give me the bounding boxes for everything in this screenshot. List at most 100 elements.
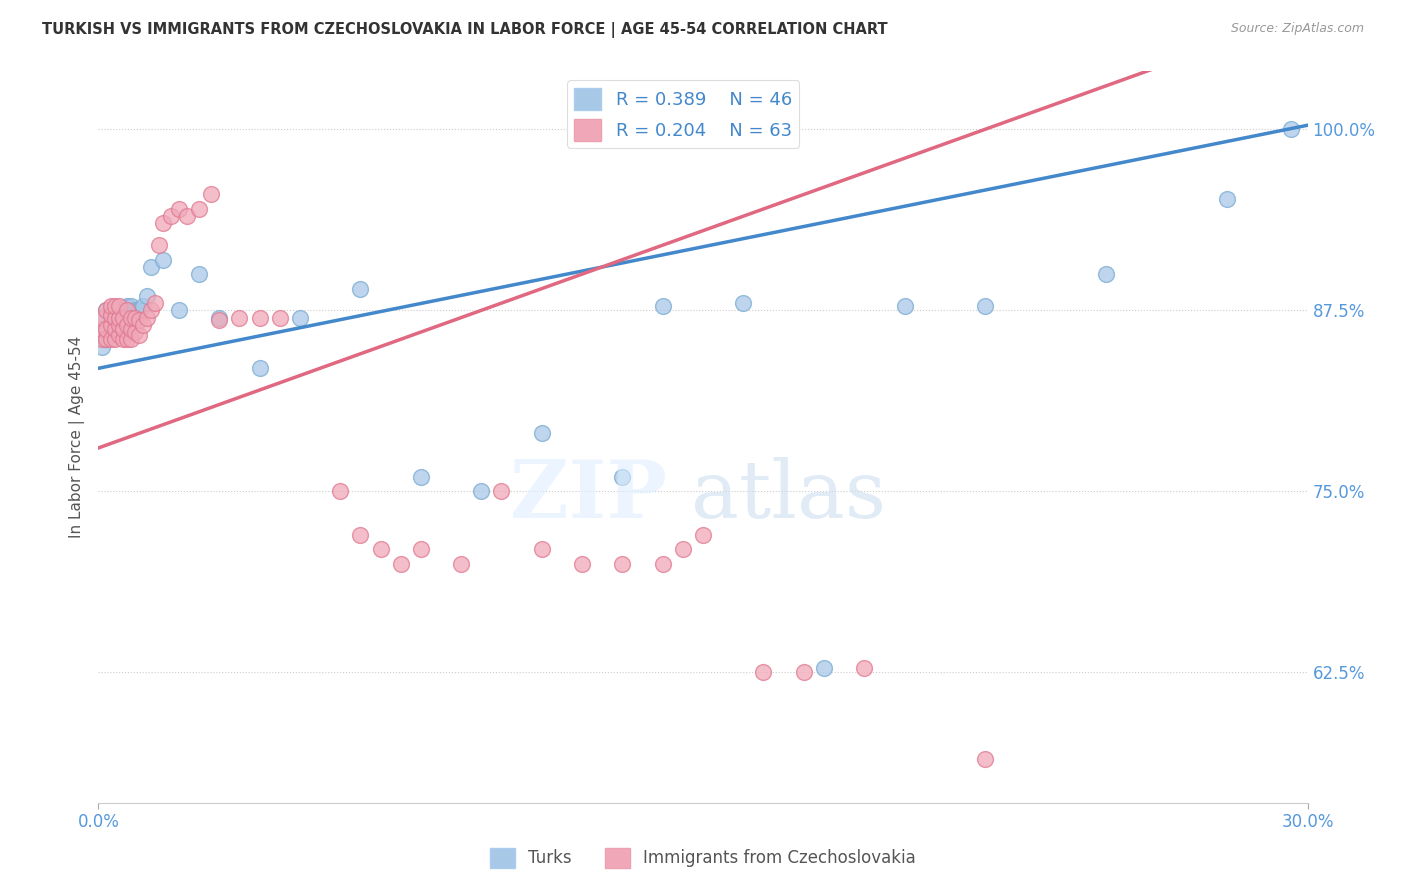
Y-axis label: In Labor Force | Age 45-54: In Labor Force | Age 45-54 — [69, 336, 86, 538]
Point — [115, 332, 138, 346]
Point — [208, 310, 231, 325]
Point — [139, 260, 162, 274]
Point — [752, 665, 775, 680]
Point — [96, 332, 118, 346]
Point — [152, 216, 174, 230]
Point — [100, 308, 122, 322]
Point — [269, 310, 291, 325]
Point — [107, 303, 129, 318]
Point — [148, 238, 170, 252]
Point — [107, 328, 129, 343]
Point — [96, 322, 118, 336]
Point — [96, 303, 118, 318]
Point — [111, 322, 134, 336]
Point — [188, 202, 211, 216]
Point — [124, 310, 146, 325]
Point — [100, 328, 122, 343]
Point — [124, 325, 146, 339]
Point — [111, 303, 134, 318]
Point — [111, 332, 134, 346]
Point — [96, 303, 118, 318]
Point — [228, 310, 250, 325]
Point — [100, 332, 122, 346]
Point — [91, 322, 114, 336]
Point — [853, 661, 876, 675]
Point — [200, 187, 222, 202]
Point — [288, 310, 311, 325]
Point — [124, 303, 146, 318]
Point — [107, 318, 129, 332]
Point — [128, 328, 150, 343]
Point — [91, 325, 114, 339]
Point — [96, 332, 118, 346]
Point — [409, 470, 432, 484]
Point — [128, 303, 150, 318]
Point — [100, 318, 122, 332]
Point — [530, 426, 553, 441]
Point — [491, 484, 513, 499]
Point — [974, 752, 997, 766]
Point — [470, 484, 492, 499]
Point — [329, 484, 352, 499]
Point — [120, 299, 142, 313]
Point — [571, 557, 593, 571]
Point — [139, 303, 162, 318]
Point — [128, 313, 150, 327]
Point — [188, 267, 211, 281]
Point — [91, 310, 114, 325]
Point — [91, 310, 114, 325]
Point — [249, 361, 271, 376]
Point — [100, 313, 122, 327]
Point — [107, 299, 129, 313]
Point — [100, 303, 122, 318]
Point — [115, 299, 138, 313]
Point — [132, 318, 155, 332]
Legend: R = 0.389    N = 46, R = 0.204    N = 63: R = 0.389 N = 46, R = 0.204 N = 63 — [567, 80, 799, 148]
Point — [103, 322, 125, 336]
Point — [152, 252, 174, 267]
Point — [167, 303, 190, 318]
Point — [530, 542, 553, 557]
Point — [389, 557, 412, 571]
Point — [111, 313, 134, 327]
Point — [1095, 267, 1118, 281]
Point — [370, 542, 392, 557]
Point — [249, 310, 271, 325]
Point — [672, 542, 695, 557]
Text: atlas: atlas — [690, 457, 886, 534]
Point — [135, 310, 157, 325]
Point — [349, 528, 371, 542]
Point — [1281, 122, 1303, 136]
Point — [143, 296, 166, 310]
Point — [974, 299, 997, 313]
Point — [103, 332, 125, 346]
Point — [120, 332, 142, 346]
Point — [115, 310, 138, 325]
Point — [103, 325, 125, 339]
Point — [813, 661, 835, 675]
Point — [115, 303, 138, 318]
Point — [107, 325, 129, 339]
Point — [167, 202, 190, 216]
Point — [450, 557, 472, 571]
Text: ZIP: ZIP — [510, 457, 666, 534]
Point — [96, 322, 118, 336]
Point — [103, 310, 125, 325]
Point — [132, 299, 155, 313]
Point — [793, 665, 815, 680]
Point — [103, 299, 125, 313]
Point — [135, 289, 157, 303]
Point — [107, 313, 129, 327]
Point — [103, 303, 125, 318]
Text: TURKISH VS IMMIGRANTS FROM CZECHOSLOVAKIA IN LABOR FORCE | AGE 45-54 CORRELATION: TURKISH VS IMMIGRANTS FROM CZECHOSLOVAKI… — [42, 22, 887, 38]
Point — [120, 322, 142, 336]
Point — [208, 313, 231, 327]
Point — [349, 282, 371, 296]
Point — [91, 340, 114, 354]
Point — [107, 310, 129, 325]
Point — [103, 310, 125, 325]
Point — [91, 332, 114, 346]
Point — [893, 299, 915, 313]
Point — [692, 528, 714, 542]
Point — [120, 310, 142, 325]
